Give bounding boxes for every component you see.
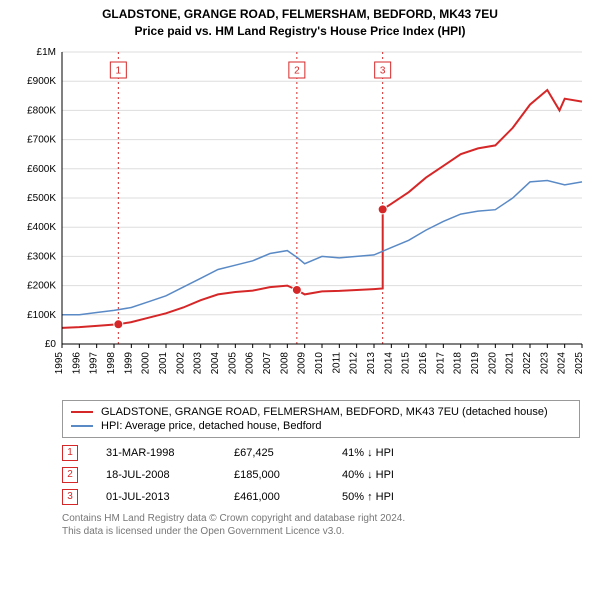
x-tick-label: 2025 — [574, 351, 585, 374]
event-marker-label: 2 — [294, 65, 300, 76]
x-tick-label: 2003 — [193, 351, 204, 374]
x-tick-label: 2022 — [522, 351, 533, 374]
event-row: 3 01-JUL-2013 £461,000 50% ↑ HPI — [62, 486, 580, 508]
event-price: £461,000 — [234, 491, 314, 503]
x-tick-label: 2011 — [331, 351, 342, 373]
legend-label: HPI: Average price, detached house, Bedf… — [101, 420, 322, 432]
x-tick-label: 2023 — [539, 351, 550, 374]
x-tick-label: 2006 — [245, 351, 256, 374]
event-pct: 40% ↓ HPI — [342, 469, 442, 481]
x-tick-label: 2002 — [175, 351, 186, 374]
x-tick-label: 2017 — [435, 351, 446, 374]
x-tick-label: 2024 — [557, 351, 568, 374]
event-marker-label: 1 — [116, 65, 122, 76]
x-tick-label: 1997 — [89, 351, 100, 374]
x-tick-label: 2016 — [418, 351, 429, 374]
footnote: Contains HM Land Registry data © Crown c… — [62, 512, 580, 538]
y-tick-label: £200K — [27, 280, 56, 291]
x-tick-label: 2019 — [470, 351, 481, 374]
sale-marker — [378, 204, 387, 213]
x-tick-label: 2009 — [297, 351, 308, 374]
x-tick-label: 2010 — [314, 351, 325, 374]
footnote-line1: Contains HM Land Registry data © Crown c… — [62, 512, 580, 525]
x-tick-label: 2008 — [279, 351, 290, 374]
event-number: 3 — [62, 489, 78, 505]
sale-marker — [292, 285, 301, 294]
y-tick-label: £100K — [27, 309, 56, 320]
legend-swatch — [71, 411, 93, 413]
y-tick-label: £0 — [45, 339, 57, 350]
x-tick-label: 2013 — [366, 351, 377, 374]
legend-item: GLADSTONE, GRANGE ROAD, FELMERSHAM, BEDF… — [71, 405, 571, 419]
y-tick-label: £300K — [27, 251, 56, 262]
event-date: 18-JUL-2008 — [106, 469, 206, 481]
chart-title-line1: GLADSTONE, GRANGE ROAD, FELMERSHAM, BEDF… — [0, 6, 600, 23]
event-pct: 41% ↓ HPI — [342, 447, 442, 459]
x-tick-label: 2018 — [453, 351, 464, 374]
x-tick-label: 2012 — [349, 351, 360, 374]
event-price: £67,425 — [234, 447, 314, 459]
event-row: 1 31-MAR-1998 £67,425 41% ↓ HPI — [62, 442, 580, 464]
x-tick-label: 2007 — [262, 351, 273, 374]
legend-item: HPI: Average price, detached house, Bedf… — [71, 419, 571, 433]
sale-marker — [114, 319, 123, 328]
y-tick-label: £800K — [27, 105, 56, 116]
y-tick-label: £900K — [27, 76, 56, 87]
legend-swatch — [71, 425, 93, 427]
x-tick-label: 2015 — [401, 351, 412, 374]
x-tick-label: 2005 — [227, 351, 238, 374]
event-date: 31-MAR-1998 — [106, 447, 206, 459]
x-tick-label: 1995 — [54, 351, 65, 374]
event-marker-label: 3 — [380, 65, 386, 76]
y-tick-label: £500K — [27, 193, 56, 204]
y-tick-label: £600K — [27, 163, 56, 174]
x-tick-label: 2020 — [487, 351, 498, 374]
chart-svg: £0 £100K £200K £300K £400K £500K £600K £700K £80… — [8, 44, 588, 394]
x-tick-label: 2001 — [158, 351, 169, 374]
event-row: 2 18-JUL-2008 £185,000 40% ↓ HPI — [62, 464, 580, 486]
x-tick-label: 1999 — [123, 351, 134, 374]
chart-area: £0 £100K £200K £300K £400K £500K £600K £700K £80… — [8, 44, 600, 394]
x-tick-label: 2021 — [505, 351, 516, 374]
x-tick-label: 1998 — [106, 351, 117, 374]
event-number: 1 — [62, 445, 78, 461]
x-tick-label: 2004 — [210, 351, 221, 374]
x-tick-label: 1996 — [71, 351, 82, 374]
event-pct: 50% ↑ HPI — [342, 491, 442, 503]
legend-label: GLADSTONE, GRANGE ROAD, FELMERSHAM, BEDF… — [101, 406, 548, 418]
chart-title-line2: Price paid vs. HM Land Registry's House … — [0, 23, 600, 40]
y-tick-label: £1M — [37, 47, 56, 58]
footnote-line2: This data is licensed under the Open Gov… — [62, 525, 580, 538]
x-tick-label: 2000 — [141, 351, 152, 374]
x-tick-label: 2014 — [383, 351, 394, 374]
y-tick-label: £700K — [27, 134, 56, 145]
y-tick-label: £400K — [27, 222, 56, 233]
event-number: 2 — [62, 467, 78, 483]
legend: GLADSTONE, GRANGE ROAD, FELMERSHAM, BEDF… — [62, 400, 580, 438]
events-table: 1 31-MAR-1998 £67,425 41% ↓ HPI 2 18-JUL-2008… — [62, 442, 580, 508]
event-date: 01-JUL-2013 — [106, 491, 206, 503]
event-price: £185,000 — [234, 469, 314, 481]
